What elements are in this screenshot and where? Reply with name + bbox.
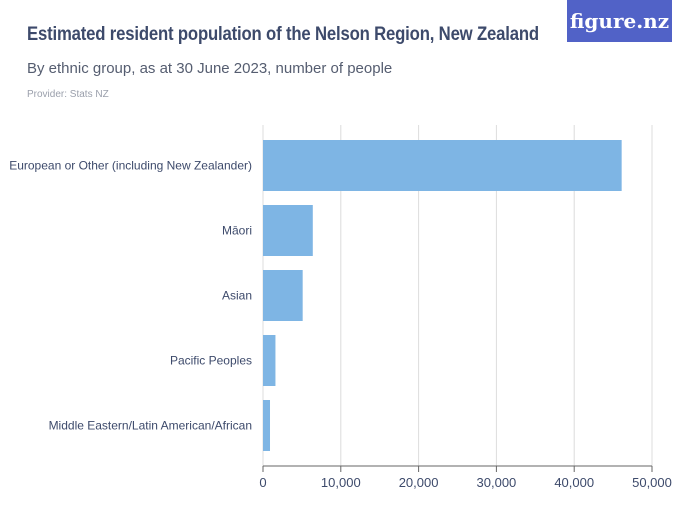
category-label: Middle Eastern/Latin American/African xyxy=(49,419,252,433)
bar xyxy=(263,400,271,451)
x-tick-label: 10,000 xyxy=(321,475,361,490)
category-label: Pacific Peoples xyxy=(170,354,252,368)
category-label: European or Other (including New Zealand… xyxy=(9,159,252,173)
bar xyxy=(263,205,313,256)
bar xyxy=(263,335,276,386)
x-tick-label: 30,000 xyxy=(477,475,517,490)
category-label: Māori xyxy=(222,224,252,238)
chart-subtitle: By ethnic group, as at 30 June 2023, num… xyxy=(27,60,393,77)
provider-label: Provider: Stats NZ xyxy=(27,89,109,100)
x-tick-label: 50,000 xyxy=(632,475,672,490)
bar xyxy=(263,270,303,321)
chart-title: Estimated resident population of the Nel… xyxy=(27,24,539,45)
bar xyxy=(263,140,622,191)
figure-nz-logo[interactable]: figure.nz xyxy=(567,0,672,42)
x-tick-label: 40,000 xyxy=(554,475,594,490)
x-tick-label: 0 xyxy=(259,475,266,490)
x-tick-label: 20,000 xyxy=(399,475,439,490)
category-label: Asian xyxy=(222,289,252,303)
